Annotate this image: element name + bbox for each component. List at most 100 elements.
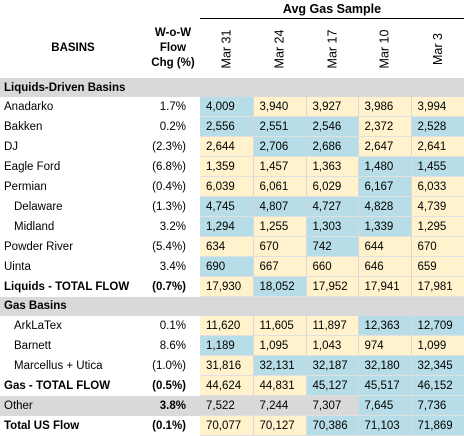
flow-value-cell: 11,605 [253,316,307,336]
flow-value-cell: 32,187 [306,355,359,376]
flow-value-cell: 660 [306,256,359,277]
flow-value-cell: 670 [411,236,464,257]
flow-value-cell: 71,869 [411,415,464,436]
wow-chg-cell: 8.6% [159,339,186,352]
flow-value-cell: 4,727 [306,196,359,217]
flow-value-cell: 1,043 [306,335,359,356]
table-row: Delaware (1.3%) 4,745 4,807 4,727 4,828 4,739 [0,196,464,217]
flow-value-cell: 6,167 [358,176,412,197]
flow-value-cell: 644 [358,236,412,257]
date-header-label: Mar 3 [430,32,445,65]
flow-value-cell: 2,647 [358,136,412,157]
flow-value-cell: 667 [253,256,307,277]
flow-value-cell: 1,480 [358,156,412,177]
flow-value-cell: 31,816 [200,355,254,376]
flow-value-cell: 32,180 [358,355,412,376]
section-fill-cell [411,78,464,97]
wow-chg-cell: (1.0%) [152,359,186,372]
section-fill-cell [146,78,200,97]
basin-name-cell: Eagle Ford [4,160,61,173]
wow-chg-cell: (2.3%) [152,140,186,153]
flow-value-cell: 7,645 [358,395,412,416]
basin-name-cell: Barnett [14,339,52,352]
section-fill-cell [200,78,253,97]
flow-value-cell: 690 [200,256,254,277]
flow-value-cell: 4,739 [411,196,464,217]
flow-value-cell: 12,709 [411,316,464,336]
section-fill-cell [146,296,200,316]
flow-value-cell: 7,736 [411,395,464,416]
wow-chg-cell: 3.2% [159,220,186,233]
flow-value-cell: 11,620 [200,316,254,336]
basin-name-cell: Total US Flow [4,419,80,432]
flow-value-cell: 12,363 [358,316,412,336]
section-fill-cell [411,296,464,316]
flow-value-cell: 1,189 [200,335,254,356]
basin-name-cell: Bakken [4,120,43,133]
section-fill-cell [253,78,306,97]
flow-value-cell: 7,244 [253,395,307,416]
table-row: Uinta 3.4% 690 667 660 646 659 [0,256,464,277]
basin-name-cell: DJ [4,140,19,153]
header-row-columns: BASINS W-o-W Flow Chg (%) Mar 31 Mar 24 Ma… [0,19,464,79]
basin-name-cell: Delaware [14,200,63,213]
flow-value-cell: 3,940 [253,97,307,117]
flow-value-cell: 974 [358,335,412,356]
total-row: Gas - TOTAL FLOW (0.5%) 44,624 44,831 45,127… [0,375,464,396]
date-header: Mar 3 [411,19,464,79]
date-header: Mar 17 [306,19,358,79]
wow-chg-cell: (6.8%) [152,160,186,173]
total-row: Total US Flow (0.1%) 70,077 70,127 70,386 71,… [0,415,464,436]
basin-name-cell: Liquids - TOTAL FLOW [4,280,130,293]
flow-value-cell: 7,307 [306,395,359,416]
basin-name-cell: Anadarko [4,100,54,113]
flow-value-cell: 2,641 [411,136,464,157]
flow-value-cell: 17,930 [200,276,254,297]
flow-value-cell: 6,039 [200,176,254,197]
table-row: Anadarko 1.7% 4,009 3,940 3,927 3,986 3,994 [0,97,464,117]
table-row: Marcellus + Utica (1.0%) 31,816 32,131 32,18… [0,355,464,376]
wow-chg-cell: (5.4%) [152,240,186,253]
flow-value-cell: 1,363 [306,156,359,177]
flow-value-cell: 634 [200,236,254,257]
flow-value-cell: 2,644 [200,136,254,157]
wow-chg-cell: 3.4% [159,260,186,273]
flow-value-cell: 70,077 [200,415,254,436]
flow-value-cell: 70,386 [306,415,359,436]
flow-value-cell: 3,986 [358,97,412,117]
flow-value-cell: 2,706 [253,136,307,157]
flow-value-cell: 45,517 [358,375,412,396]
table-row: Bakken 0.2% 2,556 2,551 2,546 2,372 2,528 [0,116,464,137]
total-row: Liquids - TOTAL FLOW (0.7%) 17,930 18,052 17… [0,276,464,297]
flow-value-cell: 32,345 [411,355,464,376]
wow-flow-chg-header: W-o-W Flow Chg (%) [151,26,195,69]
flow-value-cell: 6,061 [253,176,307,197]
date-header-label: Mar 24 [272,29,287,68]
wow-chg-cell: (0.5%) [152,379,186,392]
basin-name-cell: Other [0,395,146,416]
section-label: Gas Basins [0,296,146,316]
section-label: Liquids-Driven Basins [0,78,146,97]
wow-chg-cell: (0.7%) [152,280,186,293]
flow-value-cell: 1,303 [306,216,359,237]
flow-value-cell: 7,522 [200,395,254,416]
flow-value-cell: 1,359 [200,156,254,177]
flow-value-cell: 17,952 [306,276,359,297]
wow-chg-cell: (1.3%) [152,200,186,213]
date-header: Mar 24 [253,19,306,79]
flow-value-cell: 670 [253,236,307,257]
basin-name-cell: Gas - TOTAL FLOW [4,379,111,392]
flow-value-cell: 17,981 [411,276,464,297]
basin-name-cell: Marcellus + Utica [14,359,103,372]
flow-value-cell: 1,455 [411,156,464,177]
flow-value-cell: 6,033 [411,176,464,197]
section-header-row: Gas Basins [0,296,464,316]
flow-value-cell: 2,556 [200,116,254,137]
basin-name-cell: Powder River [4,240,74,253]
flow-value-cell: 1,294 [200,216,254,237]
flow-value-cell: 70,127 [253,415,307,436]
flow-value-cell: 2,546 [306,116,359,137]
flow-value-cell: 1,295 [411,216,464,237]
section-fill-cell [253,296,306,316]
